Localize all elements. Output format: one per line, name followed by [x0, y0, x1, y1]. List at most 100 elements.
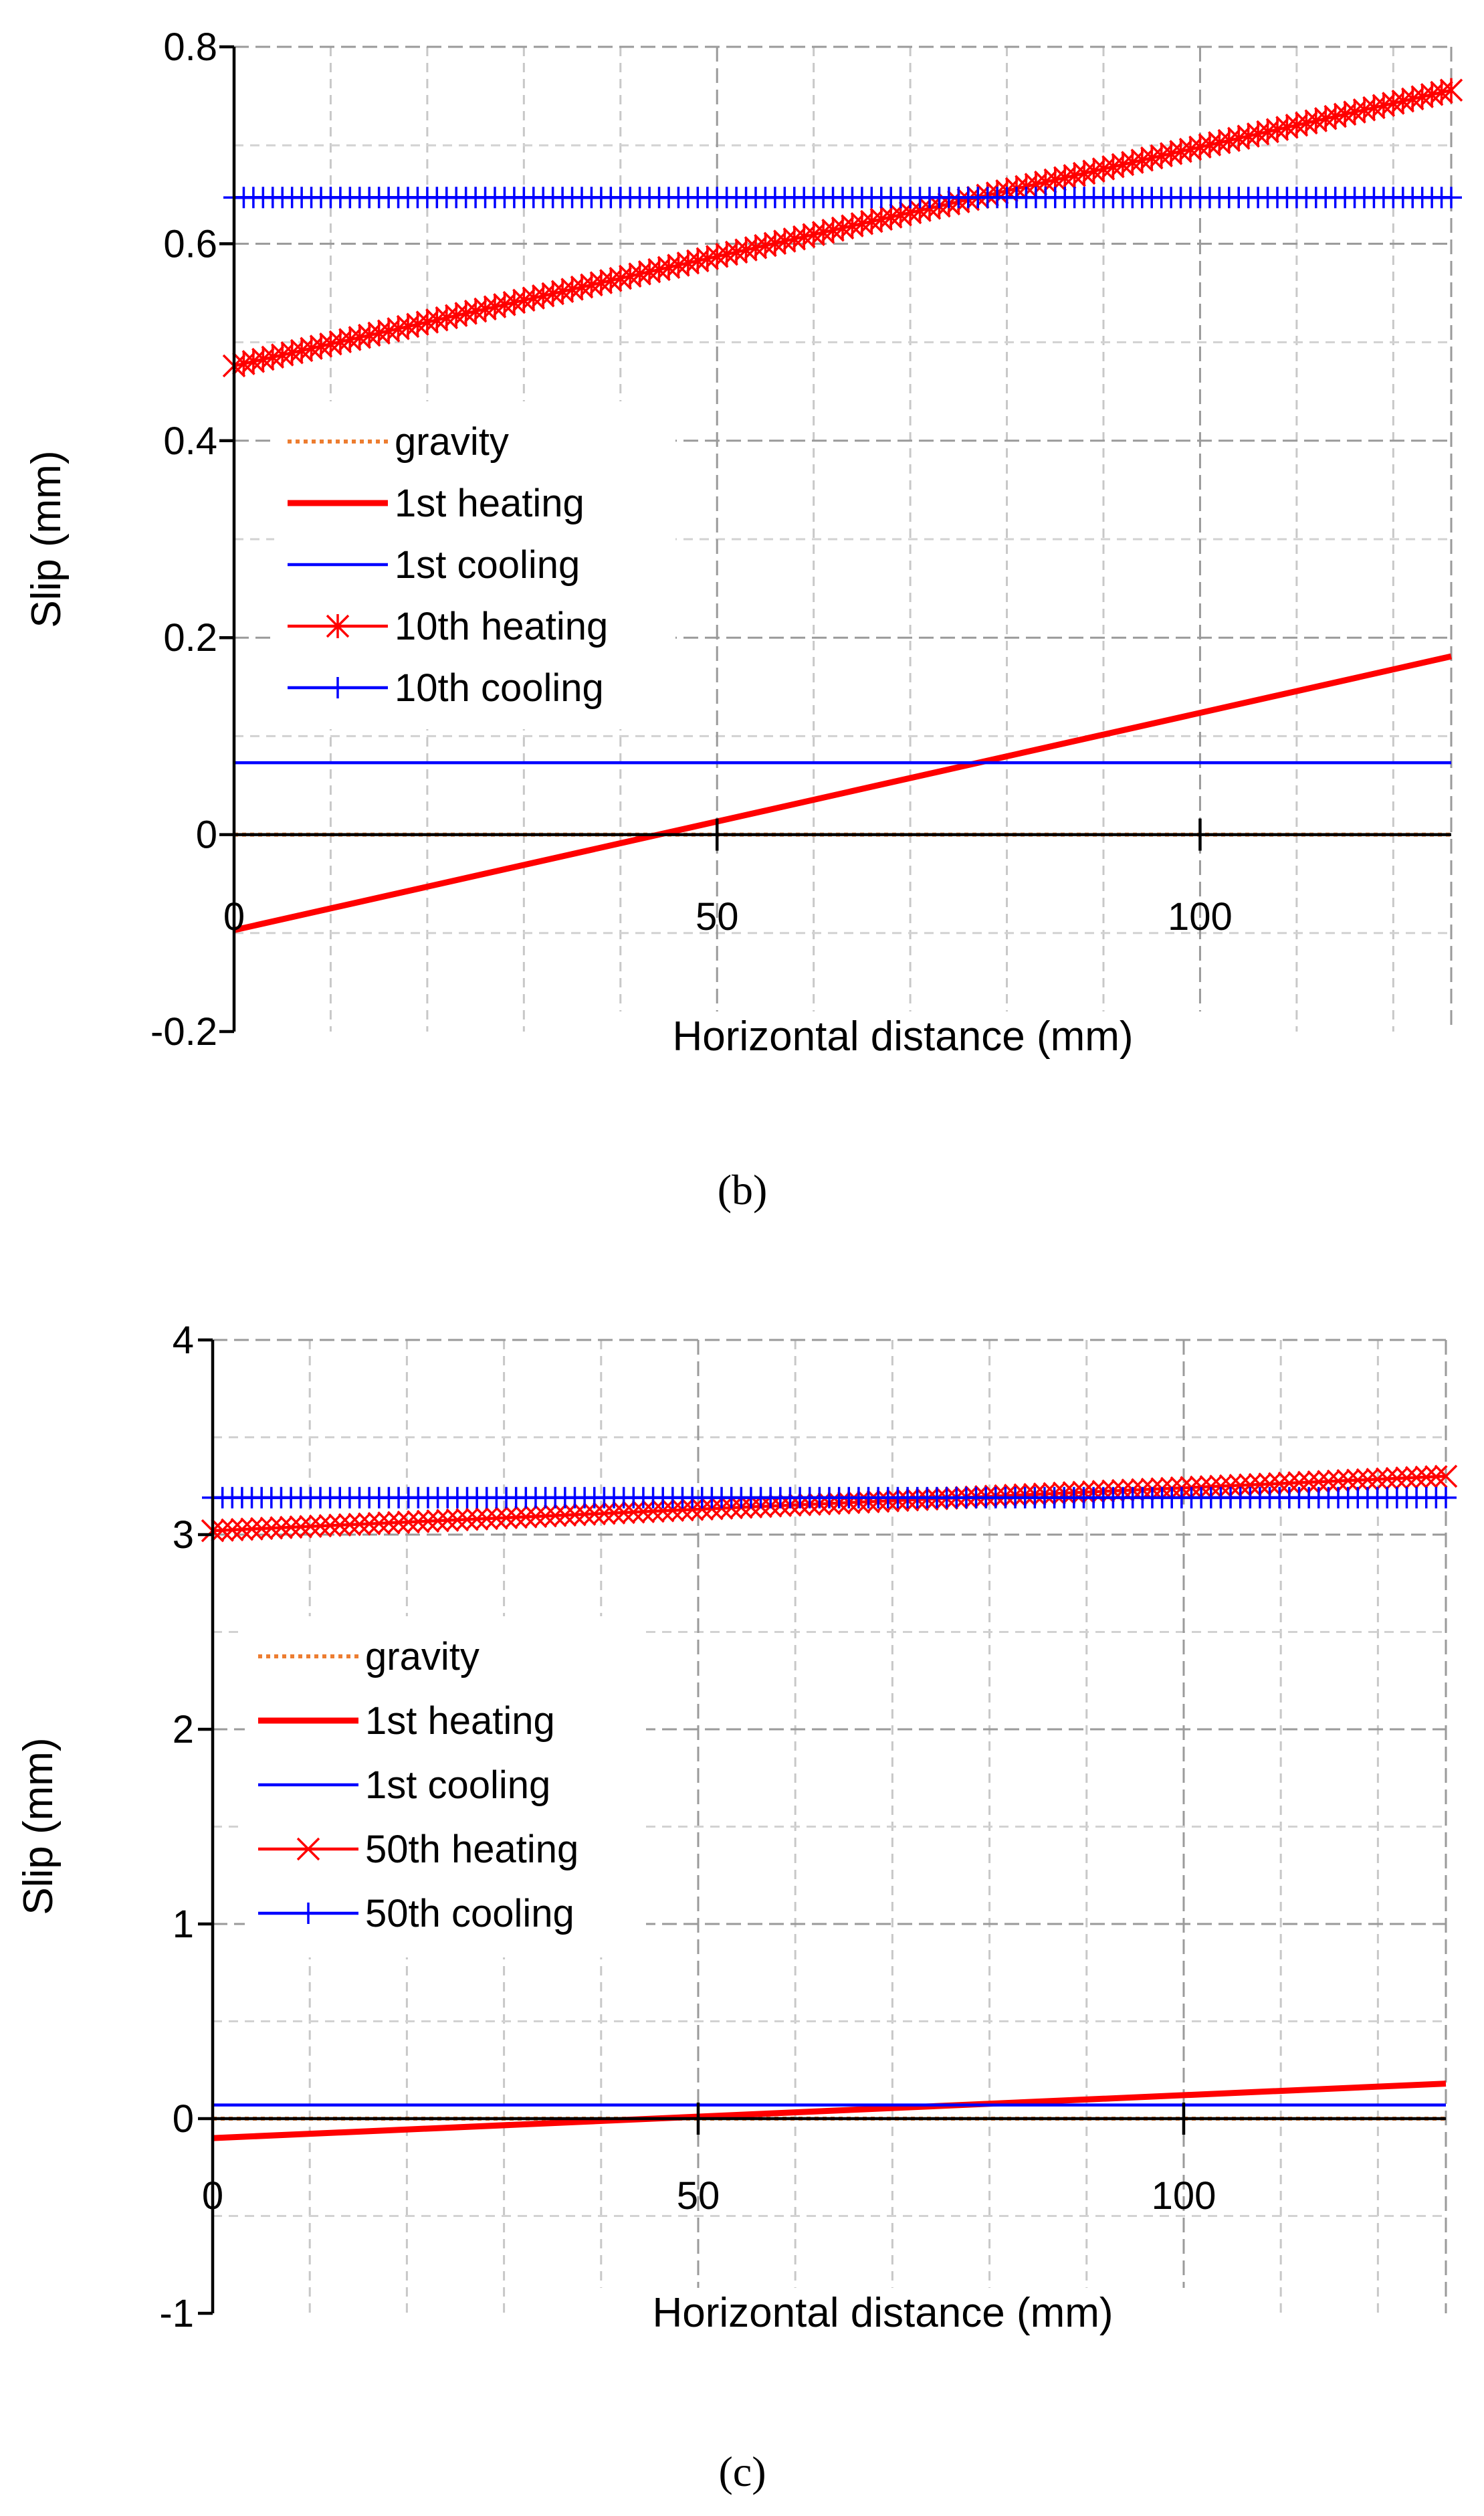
- legend-item-1st-cooling-label: 1st cooling: [365, 1763, 550, 1807]
- series-50th-heating-point: [1287, 1471, 1311, 1494]
- series-50th-heating-point: [465, 1507, 489, 1531]
- series-50th-heating-point: [1199, 1474, 1223, 1498]
- x-axis-title-background: [582, 1011, 1224, 1065]
- legend-item-gravity-label: gravity: [395, 420, 509, 464]
- series-50th-heating-point: [622, 1501, 645, 1524]
- legend-item-gravity-label: gravity: [365, 1635, 480, 1678]
- y-tick-label: 4: [173, 1319, 194, 1362]
- legend-item-50th-heating: 50th heating: [258, 1828, 578, 1871]
- series-50th-heating-point: [680, 1498, 704, 1521]
- legend-item-10th-cooling-marker: [327, 677, 348, 698]
- series-50th-heating-point: [397, 1511, 420, 1534]
- series-50th-heating-point: [475, 1507, 499, 1531]
- series-50th-heating-point: [1258, 1472, 1281, 1496]
- series-10th-cooling-group: [223, 187, 1462, 209]
- series-50th-heating-point: [308, 1514, 332, 1538]
- series-50th-heating-point: [1326, 1469, 1350, 1493]
- y-tick-label: 2: [173, 1708, 194, 1751]
- series-50th-heating-point: [1366, 1467, 1389, 1491]
- series-50th-heating-point: [270, 1516, 293, 1539]
- series-50th-heating-point: [563, 1503, 587, 1527]
- legend-item-50th-cooling: 50th cooling: [258, 1892, 574, 1935]
- series-1st-heating-line: [212, 2080, 1447, 2141]
- series-50th-heating-point: [631, 1500, 655, 1523]
- series-50th-heating-point: [240, 1517, 263, 1541]
- y-tick-label: -0.2: [150, 1010, 217, 1054]
- series-50th-heating-point: [1385, 1466, 1409, 1490]
- series-1st-heating-group: [233, 653, 1452, 933]
- series-50th-heating-point: [348, 1513, 371, 1536]
- legend-item-10th-heating-label: 10th heating: [395, 605, 608, 648]
- series-50th-heating-point: [661, 1498, 685, 1523]
- y-tick-label: 0.4: [163, 419, 217, 463]
- series-50th-heating-point: [426, 1509, 449, 1533]
- series-10th-heating-point: [1439, 78, 1463, 102]
- series-50th-heating-point: [582, 1502, 606, 1526]
- series-50th-heating-point: [289, 1515, 312, 1539]
- series-50th-heating-point: [387, 1511, 411, 1535]
- legend-item-10th-cooling: 10th cooling: [288, 666, 604, 710]
- series-50th-heating-point: [1267, 1472, 1291, 1495]
- series-50th-heating-point: [259, 1517, 284, 1540]
- legend-item-1st-cooling: 1st cooling: [258, 1763, 550, 1807]
- series-50th-heating-point: [494, 1506, 518, 1530]
- series-50th-heating-point: [612, 1501, 635, 1525]
- series-50th-heating-point: [230, 1518, 254, 1541]
- legend-item-50th-heating-marker: [296, 1837, 320, 1861]
- y-tick-label: -1: [159, 2292, 194, 2335]
- legend-item-gravity: gravity: [288, 420, 509, 464]
- series-50th-heating-point: [641, 1499, 665, 1523]
- series-50th-cooling-point: [1435, 1486, 1457, 1509]
- series-50th-heating-point: [671, 1498, 694, 1522]
- series-50th-heating-point: [211, 1519, 234, 1542]
- figure-caption: (c): [718, 2448, 766, 2495]
- x-tick-label: 0: [202, 2174, 223, 2218]
- series-50th-heating-point: [357, 1512, 381, 1536]
- legend-item-1st-heating: 1st heating: [288, 482, 585, 525]
- series-50th-heating-point: [700, 1496, 724, 1521]
- series-50th-heating-point: [553, 1503, 577, 1527]
- legend-item-50th-heating-label: 50th heating: [365, 1828, 578, 1871]
- x-axis-title-background: [562, 2288, 1204, 2341]
- legend-item-10th-heating: 10th heating: [288, 605, 608, 648]
- y-tick-label: 1: [173, 1903, 194, 1946]
- series-50th-heating-point: [407, 1510, 430, 1533]
- series-50th-heating-point: [524, 1505, 548, 1529]
- chart-panel-c: -1 0 1 2 3 4 0 50 100 Horizontal distance (mm) S…: [15, 1319, 1458, 2495]
- y-tick-label: 3: [173, 1513, 194, 1557]
- series-50th-heating-point: [249, 1517, 274, 1541]
- x-axis-title: Horizontal distance (mm): [652, 2290, 1113, 2336]
- series-50th-heating-point: [1317, 1470, 1340, 1493]
- series-10th-heating-group: [222, 78, 1463, 378]
- series-50th-heating-point: [1346, 1468, 1370, 1492]
- series-50th-heating-point: [1434, 1464, 1458, 1488]
- series-50th-heating-point: [1424, 1465, 1448, 1488]
- legend-background: [245, 1616, 646, 1957]
- legend-item-gravity: gravity: [258, 1635, 480, 1678]
- series-50th-heating-point: [445, 1508, 469, 1532]
- series-50th-heating-point: [1375, 1467, 1399, 1490]
- series-50th-heating-point: [328, 1513, 352, 1537]
- legend: gravity 1st heating 1st cooling 50th heatin…: [245, 1616, 646, 1957]
- x-tick-label: 100: [1168, 895, 1233, 939]
- series-1st-heating-group: [212, 2080, 1447, 2141]
- legend-item-1st-heating-label: 1st heating: [395, 482, 585, 525]
- series-50th-heating-point: [416, 1509, 440, 1533]
- series-50th-heating-point: [1356, 1468, 1380, 1492]
- series-1st-heating-line: [233, 653, 1452, 933]
- series-50th-heating-point: [318, 1514, 342, 1537]
- series-50th-heating-point: [377, 1511, 401, 1535]
- legend-item-50th-cooling-label: 50th cooling: [365, 1892, 574, 1935]
- series-50th-heating-point: [1277, 1471, 1301, 1495]
- x-tick-label: 100: [1152, 2174, 1216, 2218]
- series-10th-cooling-point: [1441, 187, 1462, 209]
- series-50th-heating-point: [593, 1502, 616, 1525]
- series-50th-heating-point: [1307, 1470, 1330, 1494]
- legend-item-50th-cooling-marker: [298, 1903, 319, 1924]
- chart-panel-b: -0.2 0 0.2 0.4 0.6 0.8 0 50 100 Horizontal dista…: [23, 25, 1463, 1214]
- series-50th-heating-point: [436, 1509, 459, 1532]
- legend: gravity 1st heating 1st cooling 10th heatin…: [274, 401, 675, 729]
- series-50th-heating-point: [1404, 1466, 1428, 1489]
- series-50th-heating-point: [1229, 1474, 1252, 1497]
- y-tick-label: 0.2: [163, 616, 217, 660]
